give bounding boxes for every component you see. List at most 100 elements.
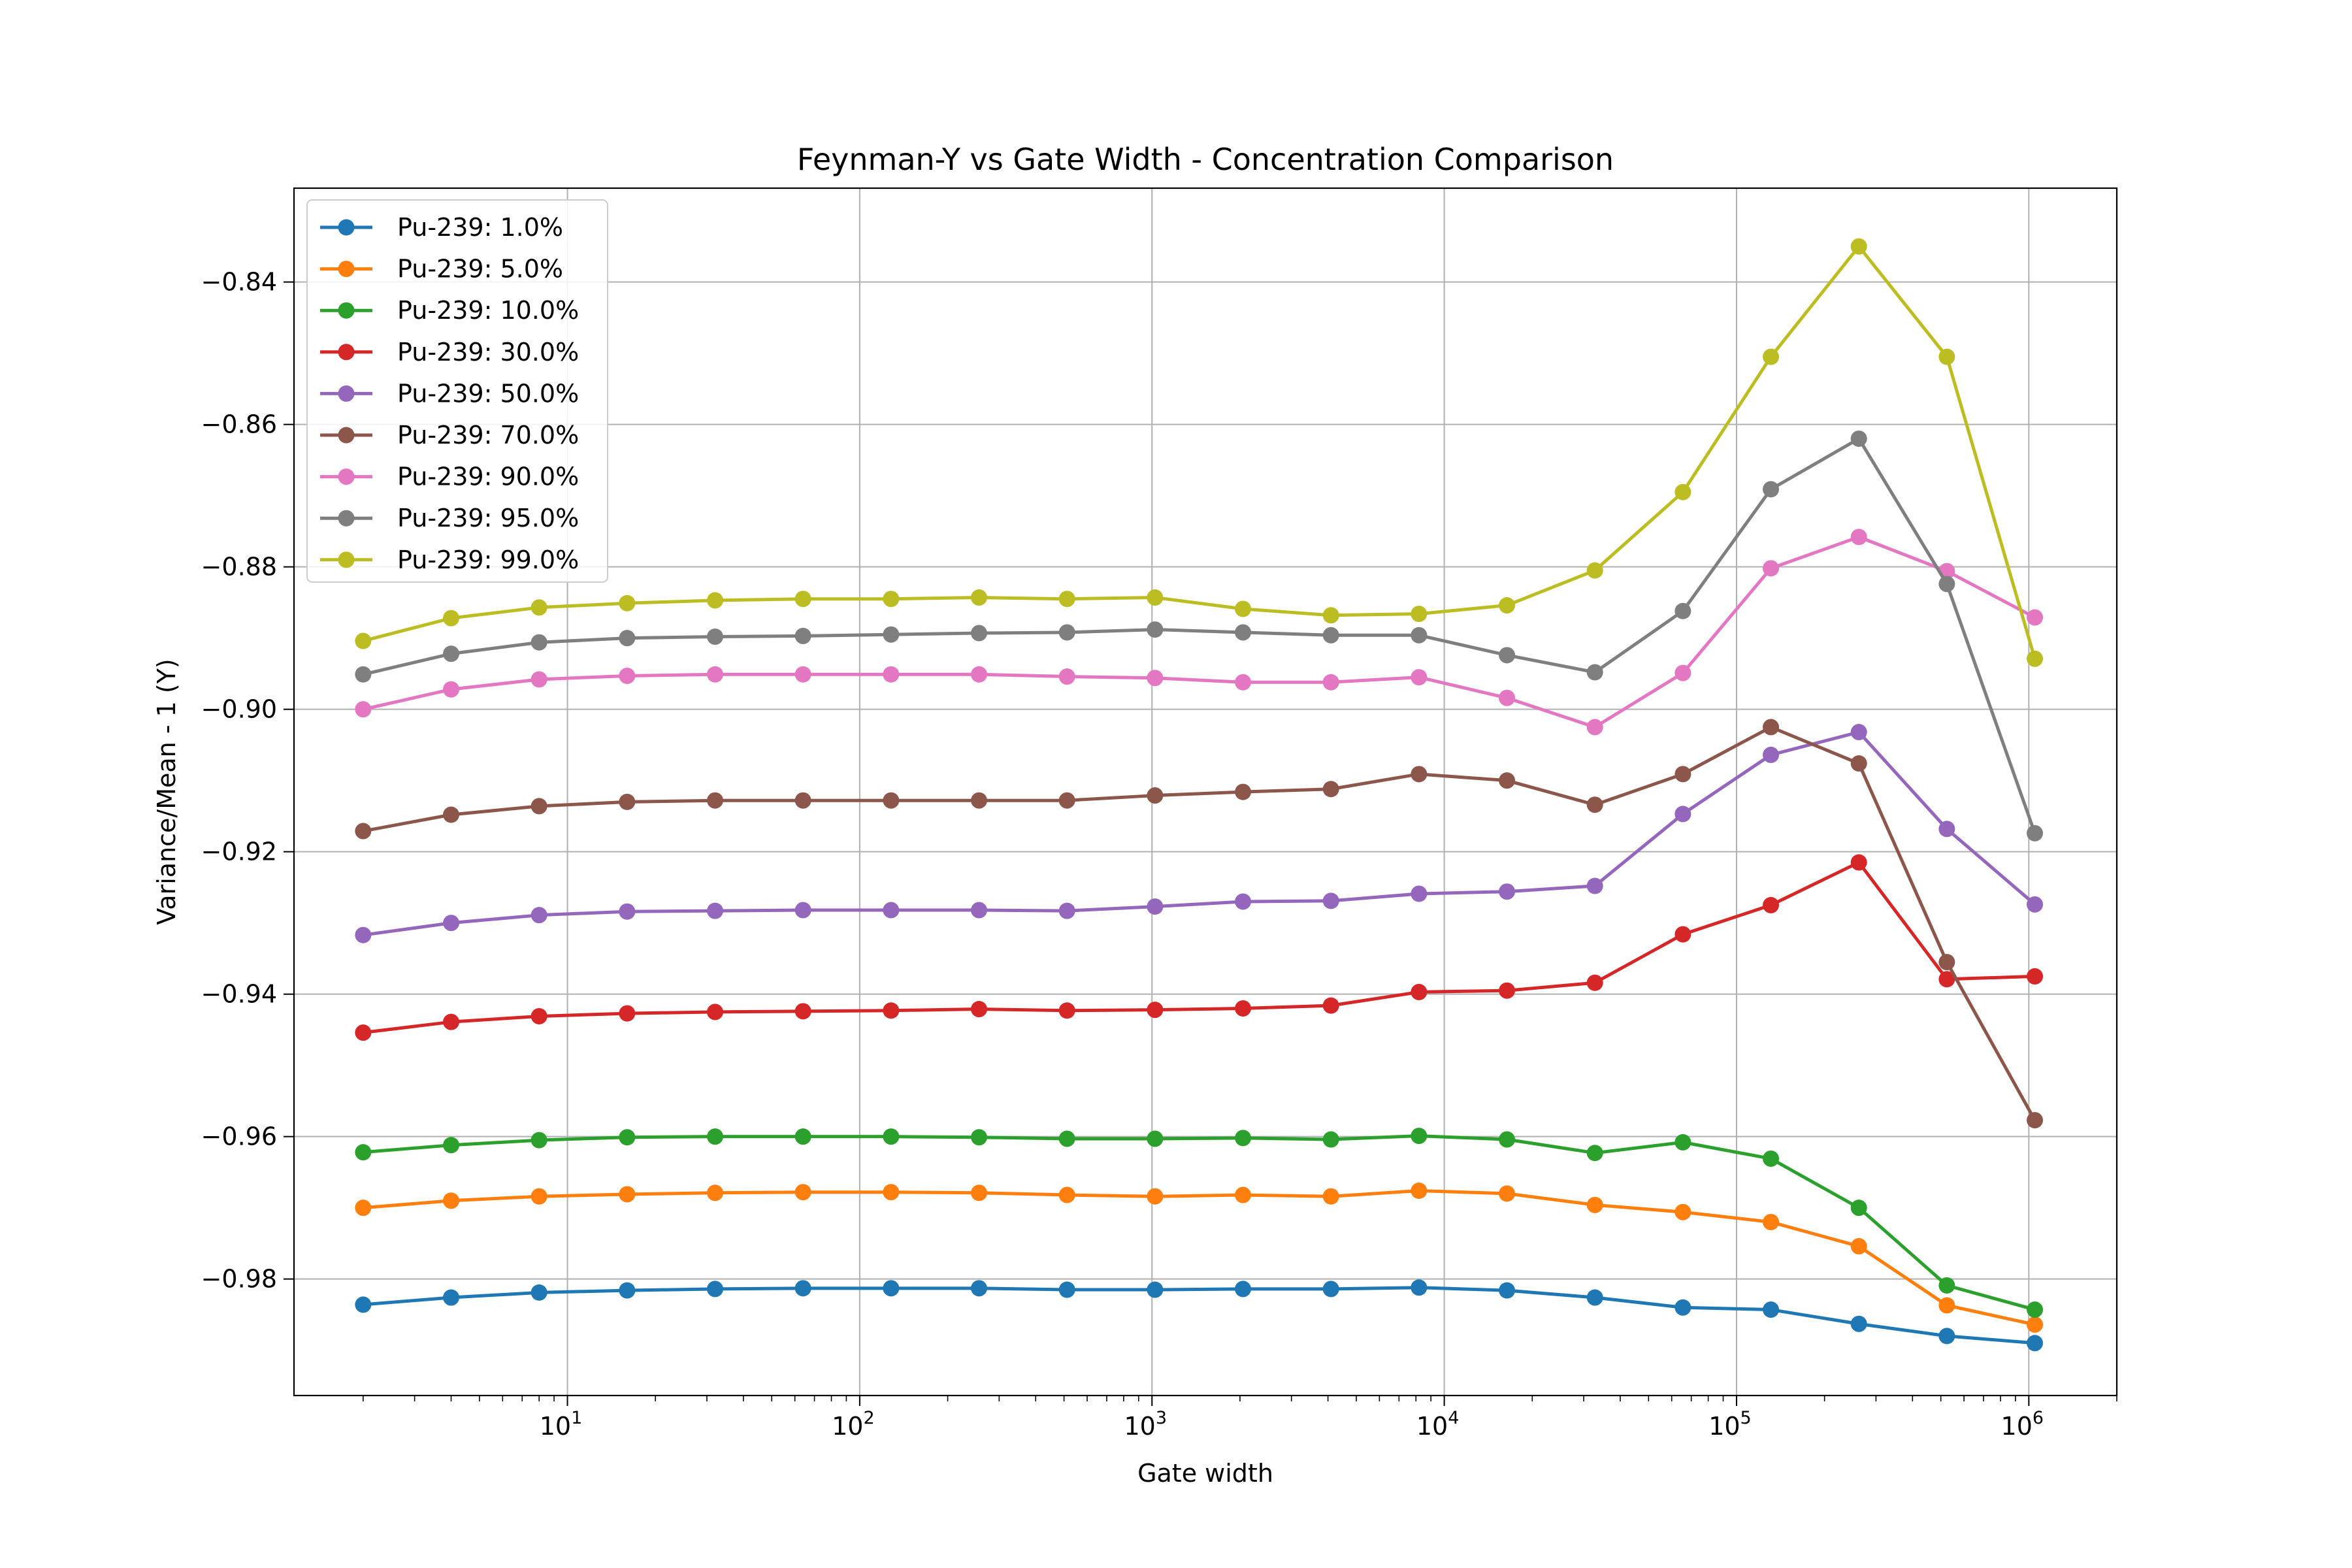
data-point	[1411, 885, 1428, 902]
data-point	[1499, 982, 1516, 999]
data-point	[1586, 1196, 1603, 1213]
y-tick-label: −0.98	[201, 1265, 277, 1294]
data-point	[1147, 1002, 1164, 1019]
y-tick-label: −0.94	[201, 980, 277, 1009]
data-point	[1938, 821, 1955, 838]
data-point	[1674, 806, 1691, 823]
data-point	[443, 1289, 460, 1306]
data-point	[707, 792, 724, 809]
y-axis-label: Variance/Mean - 1 (Y)	[152, 659, 181, 924]
data-point	[1235, 1186, 1252, 1203]
data-point	[1763, 1301, 1780, 1318]
data-point	[1235, 1130, 1252, 1147]
data-point	[2027, 968, 2044, 985]
data-point	[2027, 650, 2044, 667]
data-point	[1147, 898, 1164, 915]
legend-marker	[338, 219, 355, 236]
legend-item: Pu-239: 1.0%	[320, 213, 563, 242]
data-point	[707, 1281, 724, 1298]
data-point	[619, 1129, 636, 1146]
data-point	[971, 1184, 988, 1201]
data-point	[531, 1132, 547, 1149]
data-point	[619, 903, 636, 920]
series-line	[361, 1134, 2037, 1312]
data-point	[1850, 529, 1867, 546]
y-tick-label: −0.86	[201, 410, 277, 439]
series-4	[355, 854, 2044, 1041]
data-point	[1586, 562, 1603, 579]
legend-label: Pu-239: 70.0%	[397, 421, 579, 449]
data-point	[1499, 689, 1516, 706]
data-point	[443, 645, 460, 662]
data-point	[1586, 1145, 1603, 1162]
data-point	[707, 1128, 724, 1145]
data-point	[883, 792, 900, 809]
legend-item: Pu-239: 50.0%	[320, 379, 579, 408]
series-1	[355, 1279, 2044, 1352]
data-point	[1763, 896, 1780, 913]
data-point	[1411, 627, 1428, 644]
data-point	[1147, 621, 1164, 638]
x-tick-label: 106	[2001, 1408, 2044, 1441]
legend-label: Pu-239: 90.0%	[397, 463, 579, 491]
data-point	[971, 1280, 988, 1297]
data-point	[707, 666, 724, 683]
data-point	[883, 1184, 900, 1201]
data-point	[443, 806, 460, 823]
legend-marker	[338, 551, 355, 568]
data-point	[1850, 1238, 1867, 1255]
data-point	[1850, 1315, 1867, 1332]
data-point	[619, 1005, 636, 1022]
data-point	[971, 625, 988, 642]
y-tick-label: −0.90	[201, 695, 277, 724]
legend-item: Pu-239: 10.0%	[320, 296, 579, 325]
data-point	[619, 630, 636, 647]
series-6	[355, 719, 2044, 1129]
data-point	[1586, 877, 1603, 894]
data-point	[355, 1200, 372, 1217]
data-point	[1058, 1002, 1075, 1019]
data-point	[794, 1280, 811, 1297]
data-point	[1586, 796, 1603, 813]
x-tick-label: 102	[832, 1408, 875, 1441]
legend-label: Pu-239: 50.0%	[397, 379, 579, 408]
x-tick-label: 103	[1124, 1408, 1167, 1441]
data-point	[1411, 1279, 1428, 1296]
data-point	[1499, 597, 1516, 614]
series-line	[361, 860, 2037, 1035]
data-point	[1674, 766, 1691, 783]
data-point	[2027, 825, 2044, 841]
data-point	[1322, 607, 1339, 624]
series-7	[355, 529, 2044, 736]
data-point	[1411, 669, 1428, 686]
data-point	[531, 671, 547, 688]
data-point	[531, 1284, 547, 1301]
data-point	[1763, 1213, 1780, 1230]
data-point	[1938, 1277, 1955, 1294]
data-point	[2027, 896, 2044, 913]
data-point	[1850, 854, 1867, 871]
legend-label: Pu-239: 30.0%	[397, 338, 579, 367]
data-point	[1674, 664, 1691, 681]
data-point	[1674, 1299, 1691, 1316]
data-point	[355, 1296, 372, 1313]
data-point	[1147, 1188, 1164, 1205]
legend-label: Pu-239: 99.0%	[397, 546, 579, 574]
x-tick-label: 101	[540, 1408, 583, 1441]
series-line	[361, 436, 2037, 835]
data-point	[443, 1192, 460, 1209]
data-point	[1322, 781, 1339, 798]
legend-item: Pu-239: 5.0%	[320, 255, 563, 284]
data-point	[2027, 609, 2044, 626]
data-point	[1674, 926, 1691, 943]
data-point	[443, 610, 460, 627]
data-point	[1850, 755, 1867, 772]
data-point	[619, 1282, 636, 1299]
data-point	[1235, 893, 1252, 910]
data-point	[1411, 606, 1428, 623]
data-point	[1938, 348, 1955, 365]
data-point	[1499, 1131, 1516, 1148]
data-point	[1058, 902, 1075, 919]
y-tick-label: −0.88	[201, 553, 277, 581]
